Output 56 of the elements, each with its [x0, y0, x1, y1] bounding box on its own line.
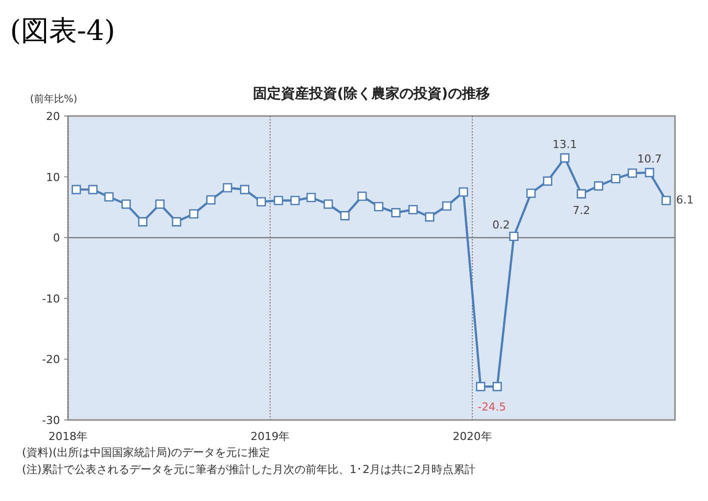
- point: [324, 200, 333, 209]
- point: [357, 192, 367, 201]
- point: [274, 196, 284, 206]
- point: [560, 153, 570, 163]
- point: [644, 168, 654, 178]
- point: [526, 188, 536, 198]
- chart-title: 固定資産投資(除く農家の投資)の推移: [253, 85, 490, 102]
- point: [408, 204, 418, 214]
- y-axis-title: (前年比%): [30, 93, 78, 105]
- point: [425, 212, 434, 222]
- text: (資料)(出所は中国国家統計局)のデータを元に推定: [22, 446, 270, 459]
- point: [122, 200, 131, 209]
- text: (図表-4): [10, 14, 116, 47]
- y-tick-label: -10: [42, 292, 60, 306]
- y-tick-label: 0: [53, 232, 60, 245]
- point: [72, 184, 81, 194]
- point: [155, 200, 165, 209]
- point: [442, 201, 452, 211]
- point: [240, 184, 250, 194]
- point: [256, 197, 266, 206]
- point: [340, 211, 350, 220]
- point: [104, 192, 114, 202]
- point: [222, 183, 232, 192]
- point: [206, 195, 216, 205]
- text: (注)累計で公表されるデータを元に筆者が推計した月次の前年比、1･2月は共に2月時点累計: [22, 463, 476, 476]
- x-tick-label: 2018年: [48, 430, 88, 443]
- point: [138, 217, 148, 226]
- point: [542, 176, 552, 186]
- point: [576, 189, 586, 198]
- point: [172, 217, 182, 226]
- data-label: 13.1: [552, 138, 578, 151]
- point: [492, 382, 502, 392]
- point: [88, 184, 98, 194]
- point: [611, 174, 620, 184]
- point: [374, 202, 384, 212]
- point: [476, 382, 486, 392]
- point: [661, 196, 671, 206]
- x-tick-label: 2019年: [250, 430, 290, 443]
- point: [458, 187, 468, 197]
- x-tick-label: 2020年: [452, 430, 492, 443]
- y-tick-label: 10: [46, 170, 60, 184]
- y-tick-label: -20: [42, 353, 60, 366]
- point: [628, 168, 638, 178]
- data-label: 6.1: [676, 194, 694, 207]
- point: [594, 181, 604, 191]
- data-label: 7.2: [572, 204, 590, 217]
- data-label: -24.5: [478, 400, 506, 414]
- point: [189, 209, 198, 219]
- data-label: 10.7: [637, 152, 662, 166]
- y-tick-label: 20: [46, 110, 60, 123]
- data-label: 0.2: [492, 218, 510, 232]
- point: [306, 192, 316, 202]
- point: [509, 232, 518, 242]
- point: [391, 208, 401, 218]
- point: [290, 196, 300, 206]
- y-tick-label: -30: [42, 414, 60, 427]
